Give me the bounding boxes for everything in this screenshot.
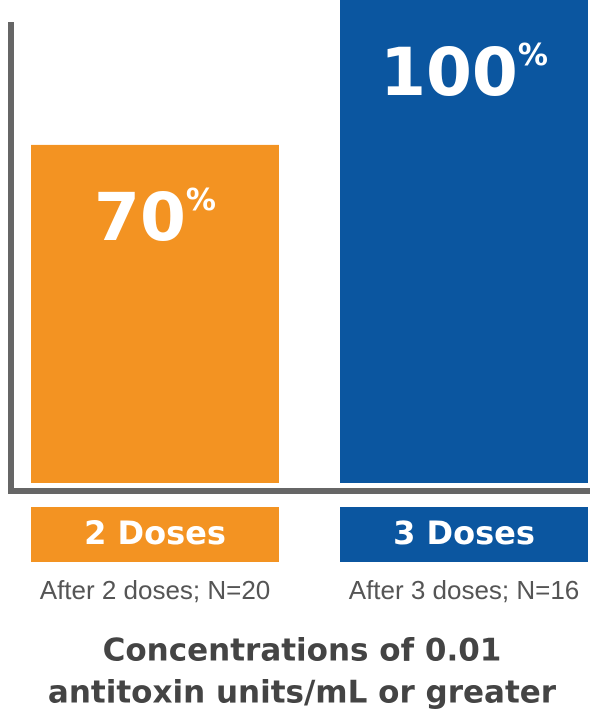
- value-label: 100%: [380, 34, 548, 111]
- bar: [31, 144, 279, 483]
- category-note: After 2 doses; N=20: [40, 575, 271, 605]
- value-unit: %: [518, 38, 548, 73]
- y-axis: [8, 22, 14, 494]
- chart-title: Concentrations of 0.01: [103, 633, 502, 669]
- chart-title: antitoxin units/mL or greater: [48, 675, 557, 711]
- category-label: 3 Doses: [393, 514, 535, 552]
- value-number: 100: [380, 34, 518, 111]
- category-box: [340, 507, 588, 562]
- bar: [340, 0, 588, 483]
- category-label: 2 Doses: [84, 514, 226, 552]
- value-number: 70: [94, 179, 186, 256]
- x-axis: [8, 488, 590, 494]
- value-label: 70%: [94, 179, 216, 256]
- category-note: After 3 doses; N=16: [349, 575, 580, 605]
- value-unit: %: [186, 183, 216, 218]
- category-box: [31, 507, 279, 562]
